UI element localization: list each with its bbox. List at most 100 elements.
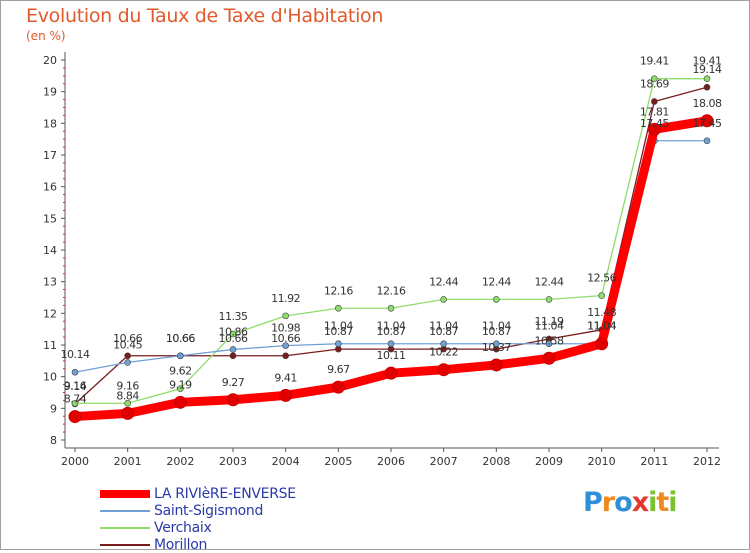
data-label: 10.87 xyxy=(482,325,511,338)
legend-label: Saint-Sigismond xyxy=(154,502,264,519)
series-1-point xyxy=(124,359,131,366)
y-tick-label: 19 xyxy=(43,86,57,99)
data-label: 11.92 xyxy=(271,292,300,305)
y-tick-label: 10 xyxy=(43,371,57,384)
series-2-point xyxy=(651,75,658,82)
series-0-point xyxy=(68,410,82,424)
data-label: 10.37 xyxy=(482,341,511,354)
series-2-point xyxy=(177,385,184,393)
series-2-point xyxy=(71,399,79,407)
y-tick-label: 20 xyxy=(43,54,57,67)
series-1-point xyxy=(335,340,342,348)
series-0-point xyxy=(384,366,398,380)
data-label: 12.56 xyxy=(587,272,616,285)
x-tick-label: 2002 xyxy=(166,455,194,468)
series-0-point xyxy=(542,351,556,365)
series-2-point xyxy=(335,304,342,312)
series-3-point xyxy=(651,98,658,105)
data-label: 8.74 xyxy=(64,393,87,406)
x-tick-label: 2006 xyxy=(377,455,405,468)
series-1-point xyxy=(177,352,184,360)
series-0-point xyxy=(279,388,293,402)
x-tick-label: 2004 xyxy=(272,455,300,468)
logo-letter: P xyxy=(583,487,603,518)
data-label: 9.67 xyxy=(327,363,350,376)
series-1-point xyxy=(440,340,447,348)
logo-letter: o xyxy=(614,487,633,518)
x-tick-label: 2009 xyxy=(535,455,563,468)
data-label: 12.44 xyxy=(429,275,458,288)
legend-swatch xyxy=(100,489,150,498)
chart-subtitle: (en %) xyxy=(26,29,66,43)
data-label: 10.87 xyxy=(377,325,406,338)
series-0-point xyxy=(700,114,714,128)
data-label: 10.66 xyxy=(113,332,142,345)
data-label: 12.44 xyxy=(482,275,511,288)
x-tick-label: 2012 xyxy=(693,455,721,468)
series-0-point xyxy=(437,363,451,377)
y-tick-label: 18 xyxy=(43,117,57,130)
series-2-point xyxy=(282,312,289,320)
logo-letter: r xyxy=(601,487,615,518)
proxiti-logo: Proxiti xyxy=(583,487,678,518)
y-tick-label: 12 xyxy=(43,307,57,320)
chart-legend: LA RIVIèRE-ENVERSE Saint-Sigismond Verchai… xyxy=(100,485,296,553)
logo-letter: x xyxy=(631,487,649,518)
series-0-point xyxy=(121,406,135,420)
data-label: 11.04 xyxy=(377,320,406,333)
y-tick-label: 8 xyxy=(50,434,57,447)
data-label: 10.87 xyxy=(429,325,458,338)
legend-item: Saint-Sigismond xyxy=(100,502,296,519)
legend-label: Verchaix xyxy=(154,519,212,536)
x-tick-label: 2007 xyxy=(430,455,458,468)
legend-label: Morillon xyxy=(154,536,208,553)
data-label: 11.04 xyxy=(429,320,458,333)
data-label: 10.11 xyxy=(377,349,406,362)
data-label: 12.16 xyxy=(377,284,406,297)
data-label: 11.04 xyxy=(482,320,511,333)
data-label: 10.66 xyxy=(166,332,195,345)
series-1-point xyxy=(387,340,395,348)
logo-letter: i xyxy=(668,487,677,518)
y-tick-label: 11 xyxy=(43,339,57,352)
data-label: 11.48 xyxy=(587,306,616,319)
series-1-point xyxy=(229,346,237,353)
series-2-point xyxy=(387,304,395,312)
data-label: 10.22 xyxy=(429,346,458,359)
data-label: 10.14 xyxy=(61,348,90,361)
x-tick-label: 2003 xyxy=(219,455,247,468)
series-1-point xyxy=(493,340,500,348)
x-tick-label: 2008 xyxy=(482,455,510,468)
legend-label: LA RIVIèRE-ENVERSE xyxy=(154,485,296,502)
y-tick-label: 9 xyxy=(50,402,57,415)
series-3-point xyxy=(229,352,237,360)
logo-letter: t xyxy=(656,487,669,518)
data-label: 17.45 xyxy=(693,117,722,130)
series-2-point xyxy=(440,296,447,303)
data-label: 9.62 xyxy=(169,365,192,378)
legend-swatch xyxy=(100,543,150,546)
data-label: 17.45 xyxy=(640,117,669,130)
x-tick-label: 2010 xyxy=(588,455,616,468)
data-label: 19.14 xyxy=(693,63,722,76)
logo-letter: i xyxy=(648,487,657,518)
y-tick-label: 17 xyxy=(43,149,57,162)
data-label: 9.19 xyxy=(169,378,192,391)
x-tick-label: 2005 xyxy=(324,455,352,468)
series-0-point xyxy=(173,395,187,409)
x-tick-label: 2001 xyxy=(114,455,142,468)
series-3-point xyxy=(124,352,131,360)
legend-swatch xyxy=(100,526,150,529)
series-0-point xyxy=(647,122,661,136)
data-label: 12.16 xyxy=(324,284,353,297)
series-0-point xyxy=(595,337,609,351)
series-2-point xyxy=(229,330,237,338)
data-label: 10.66 xyxy=(166,332,195,345)
data-label: 11.19 xyxy=(535,315,564,328)
y-tick-label: 15 xyxy=(43,212,57,225)
data-label: 10.58 xyxy=(535,334,564,347)
data-label: 10.66 xyxy=(271,332,300,345)
data-label: 11.35 xyxy=(219,310,248,323)
series-2-point xyxy=(598,292,605,299)
